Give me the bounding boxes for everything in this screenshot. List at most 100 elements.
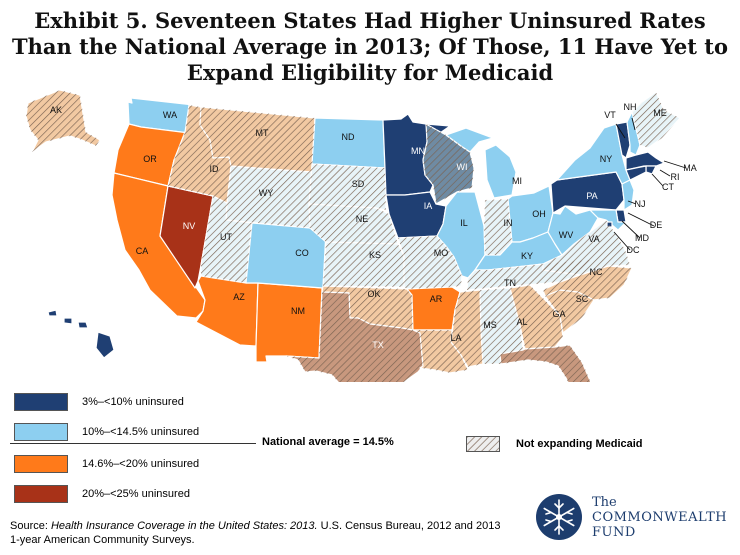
state-label-de: DE: [650, 220, 663, 230]
legend-item-not-expanding: Not expanding Medicaid: [466, 436, 643, 452]
state-hatch-va: [543, 220, 630, 275]
state-hatch-ms: [451, 290, 483, 367]
state-label-ky: KY: [521, 251, 533, 261]
state-hatch-mt: [200, 107, 315, 172]
state-label-wi: WI: [457, 162, 468, 172]
state-label-nm: NM: [291, 306, 305, 316]
national-average-label: National average = 14.5%: [262, 436, 394, 448]
title-line-1: Exhibit 5. Seventeen States Had Higher U…: [34, 8, 706, 33]
state-hatch-mo: [398, 236, 462, 289]
snowflake-icon: [536, 494, 582, 540]
state-label-il: IL: [460, 218, 468, 228]
state-label-ny: NY: [600, 154, 613, 164]
legend-swatch-not-expanding: [466, 436, 500, 452]
page-title: Exhibit 5. Seventeen States Had Higher U…: [0, 8, 740, 86]
state-hatch-nc: [543, 266, 632, 300]
logo-text-commonwealth: COMMONWEALTH: [592, 509, 728, 525]
legend-label-not-expanding: Not expanding Medicaid: [516, 438, 643, 450]
state-hatch-ne: [309, 204, 398, 244]
leader-line-nh: [631, 117, 636, 131]
state-hatch-sc: [545, 290, 594, 333]
state-hatch-ok: [322, 286, 413, 330]
leader-line-ma: [663, 160, 687, 169]
state-label-nc: NC: [590, 267, 603, 277]
state-label-hi: HI: [46, 332, 55, 342]
state-label-wy: WY: [259, 188, 274, 198]
title-line-3: Expand Eligibility for Medicaid: [186, 60, 554, 85]
state-hi: [47, 309, 115, 359]
state-co: [245, 222, 327, 289]
source-title: Health Insurance Coverage in the United …: [50, 520, 318, 532]
legend-label-tier2: 10%–<14.5% uninsured: [82, 426, 200, 438]
state-ct: [625, 165, 647, 181]
state-hatch-ga: [510, 285, 563, 349]
state-label-mo: MO: [434, 248, 449, 258]
state-label-co: CO: [295, 248, 309, 258]
leader-line-md: [621, 220, 641, 239]
state-hatch-in: [484, 199, 512, 255]
state-label-in: IN: [504, 218, 513, 228]
state-label-ne: NE: [356, 214, 369, 224]
state-label-ar: AR: [430, 294, 443, 304]
state-hatch-sd: [309, 164, 386, 210]
leader-line-de: [627, 212, 655, 227]
state-hatch-id: [168, 105, 231, 203]
source-note: Source: Health Insurance Coverage in the…: [10, 519, 510, 547]
state-label-me: ME: [653, 108, 667, 118]
state-label-ks: KS: [369, 250, 381, 260]
state-hatch-ut: [201, 196, 252, 283]
state-md: [589, 209, 627, 231]
state-label-ma: MA: [683, 163, 697, 173]
state-label-az: AZ: [233, 292, 245, 302]
state-label-la: LA: [450, 333, 461, 343]
state-label-nh: NH: [624, 102, 637, 112]
state-label-sd: SD: [352, 179, 365, 189]
state-az: [195, 275, 259, 347]
national-average-line: [10, 443, 256, 444]
state-label-ia: IA: [424, 201, 433, 211]
state-vt: [615, 121, 631, 159]
state-ri: [645, 165, 657, 175]
legend-label-tier1: 3%–<10% uninsured: [82, 396, 184, 408]
state-label-ca: CA: [136, 246, 149, 256]
state-label-ut: UT: [220, 232, 232, 242]
logo-text: The COMMONWEALTH FUND: [592, 495, 727, 540]
state-label-dc: DC: [627, 245, 640, 255]
state-label-oh: OH: [532, 209, 546, 219]
legend-item-tier1: 3%–<10% uninsured: [14, 393, 184, 411]
legend-swatch-tier2: [14, 423, 68, 441]
commonwealth-fund-logo: The COMMONWEALTH FUND: [534, 492, 727, 542]
legend-item-tier3: 14.6%–<20% uninsured: [14, 455, 199, 473]
state-label-sc: SC: [576, 294, 589, 304]
state-label-md: MD: [635, 233, 649, 243]
leader-line-nj: [627, 200, 637, 205]
state-label-nv: NV: [183, 221, 196, 231]
state-label-or: OR: [143, 154, 157, 164]
state-hatch-ak: [26, 90, 100, 152]
us-states-map: WA OR CA NV ID MT WY UT AZ NM CO ND SD NE KS OK TX MN IA MO…: [25, 89, 697, 382]
state-label-al: AL: [516, 317, 527, 327]
leader-line-vt: [615, 123, 626, 139]
state-label-ak: AK: [50, 105, 62, 115]
state-label-ms: MS: [483, 320, 497, 330]
legend-swatch-tier1: [14, 393, 68, 411]
state-label-id: ID: [210, 164, 220, 174]
state-hatch-al: [480, 288, 523, 364]
state-label-wa: WA: [163, 110, 177, 120]
state-label-ct: CT: [662, 182, 674, 192]
state-label-ga: GA: [552, 309, 565, 319]
state-nd: [311, 117, 386, 169]
legend-item-tier2: 10%–<14.5% uninsured: [14, 423, 199, 441]
legend-label-tier4: 20%–<25% uninsured: [82, 488, 190, 500]
source-prefix: Source:: [10, 520, 51, 532]
state-nm: [255, 282, 323, 363]
legend-item-tier4: 20%–<25% uninsured: [14, 485, 190, 503]
state-label-nj: NJ: [635, 199, 646, 209]
state-label-tn: TN: [504, 278, 516, 288]
state-label-tx: TX: [372, 340, 384, 350]
state-label-mt: MT: [256, 128, 269, 138]
state-hatch-wy: [226, 166, 312, 228]
state-label-fl: FL: [583, 355, 594, 365]
state-label-mn: MN: [411, 146, 425, 156]
state-hatch-la: [413, 330, 468, 373]
